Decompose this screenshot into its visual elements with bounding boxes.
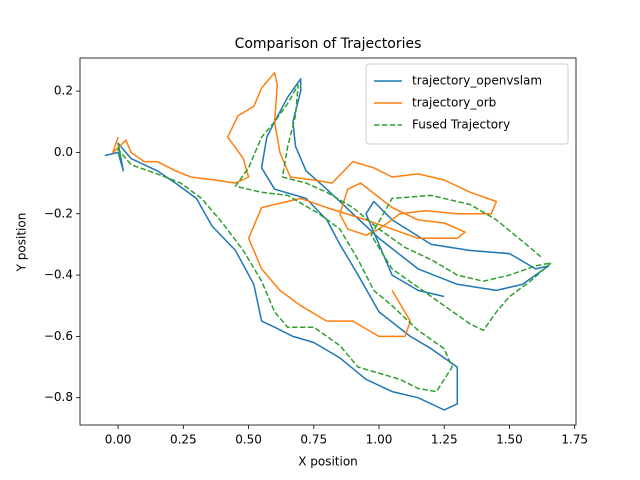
trajectory-line <box>112 71 498 338</box>
trajectory-line <box>104 78 550 411</box>
x-tick-label: 1.00 <box>366 433 393 447</box>
x-tick-label: 1.75 <box>561 433 588 447</box>
x-tick-label: 0.50 <box>235 433 262 447</box>
legend-label: Fused Trajectory <box>412 118 510 132</box>
chart-title: Comparison of Trajectories <box>235 36 422 52</box>
y-tick-label: −0.4 <box>44 268 73 282</box>
legend-label: trajectory_orb <box>412 96 496 110</box>
x-tick-label: 1.50 <box>496 433 523 447</box>
y-tick-label: −0.6 <box>44 329 73 343</box>
trajectory-line <box>117 84 552 393</box>
x-tick-label: 0.75 <box>300 433 327 447</box>
axes-frame <box>79 57 577 426</box>
y-tick-label: −0.2 <box>44 206 73 220</box>
x-tick-label: 0.00 <box>105 433 132 447</box>
y-tick-label: 0.0 <box>54 145 73 159</box>
y-tick-label: 0.2 <box>54 84 73 98</box>
legend-box <box>365 63 569 145</box>
x-tick-label: 1.25 <box>431 433 458 447</box>
x-axis-label: X position <box>298 455 358 469</box>
y-axis-label: Y position <box>15 213 29 273</box>
plot-area <box>104 71 552 411</box>
y-tick-label: −0.8 <box>44 390 73 404</box>
x-tick-label: 0.25 <box>170 433 197 447</box>
legend-label: trajectory_openvslam <box>412 74 542 88</box>
